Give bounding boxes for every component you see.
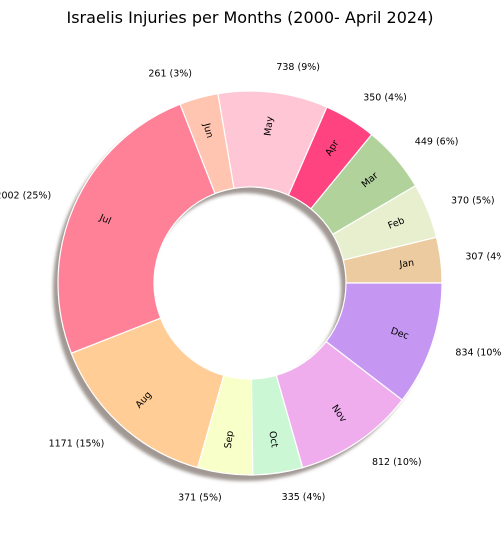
slice-value-label-sep: 371 (5%) bbox=[178, 493, 222, 504]
slice-value-label-aug: 1171 (15%) bbox=[49, 438, 105, 449]
slice-outer-labels: 307 (4%) 370 (5%) 449 (6%) 350 (4%) 738 (9%)… bbox=[0, 62, 501, 503]
slice-label-jan: Jan bbox=[398, 258, 415, 271]
slice-value-label-apr: 350 (4%) bbox=[363, 92, 407, 103]
slice-value-label-jul: 2002 (25%) bbox=[0, 191, 51, 202]
slice-value-label-dec: 834 (10%) bbox=[455, 347, 501, 358]
slice-value-label-jan: 307 (4%) bbox=[465, 251, 501, 262]
slice-value-label-may: 738 (9%) bbox=[276, 62, 320, 73]
slice-label-sep: Sep bbox=[223, 430, 236, 449]
slice-label-may: May bbox=[263, 115, 276, 136]
slice-value-label-oct: 335 (4%) bbox=[282, 492, 326, 503]
slice-value-label-mar: 449 (6%) bbox=[415, 136, 459, 147]
slice-label-oct: Oct bbox=[266, 430, 279, 448]
pie-slice-dec bbox=[325, 282, 443, 401]
slice-value-label-nov: 812 (10%) bbox=[372, 457, 422, 468]
slice-label-jun: Jun bbox=[200, 121, 215, 139]
pie-slice-aug bbox=[70, 317, 225, 469]
slice-label-jul: Jul bbox=[97, 212, 113, 227]
slice-value-label-jun: 261 (3%) bbox=[148, 68, 192, 79]
chart-title: Israelis Injuries per Months (2000- Apri… bbox=[67, 8, 434, 27]
pie-slices bbox=[57, 90, 443, 476]
slice-value-label-feb: 370 (5%) bbox=[451, 196, 495, 207]
pie-slice-jul bbox=[57, 103, 216, 355]
